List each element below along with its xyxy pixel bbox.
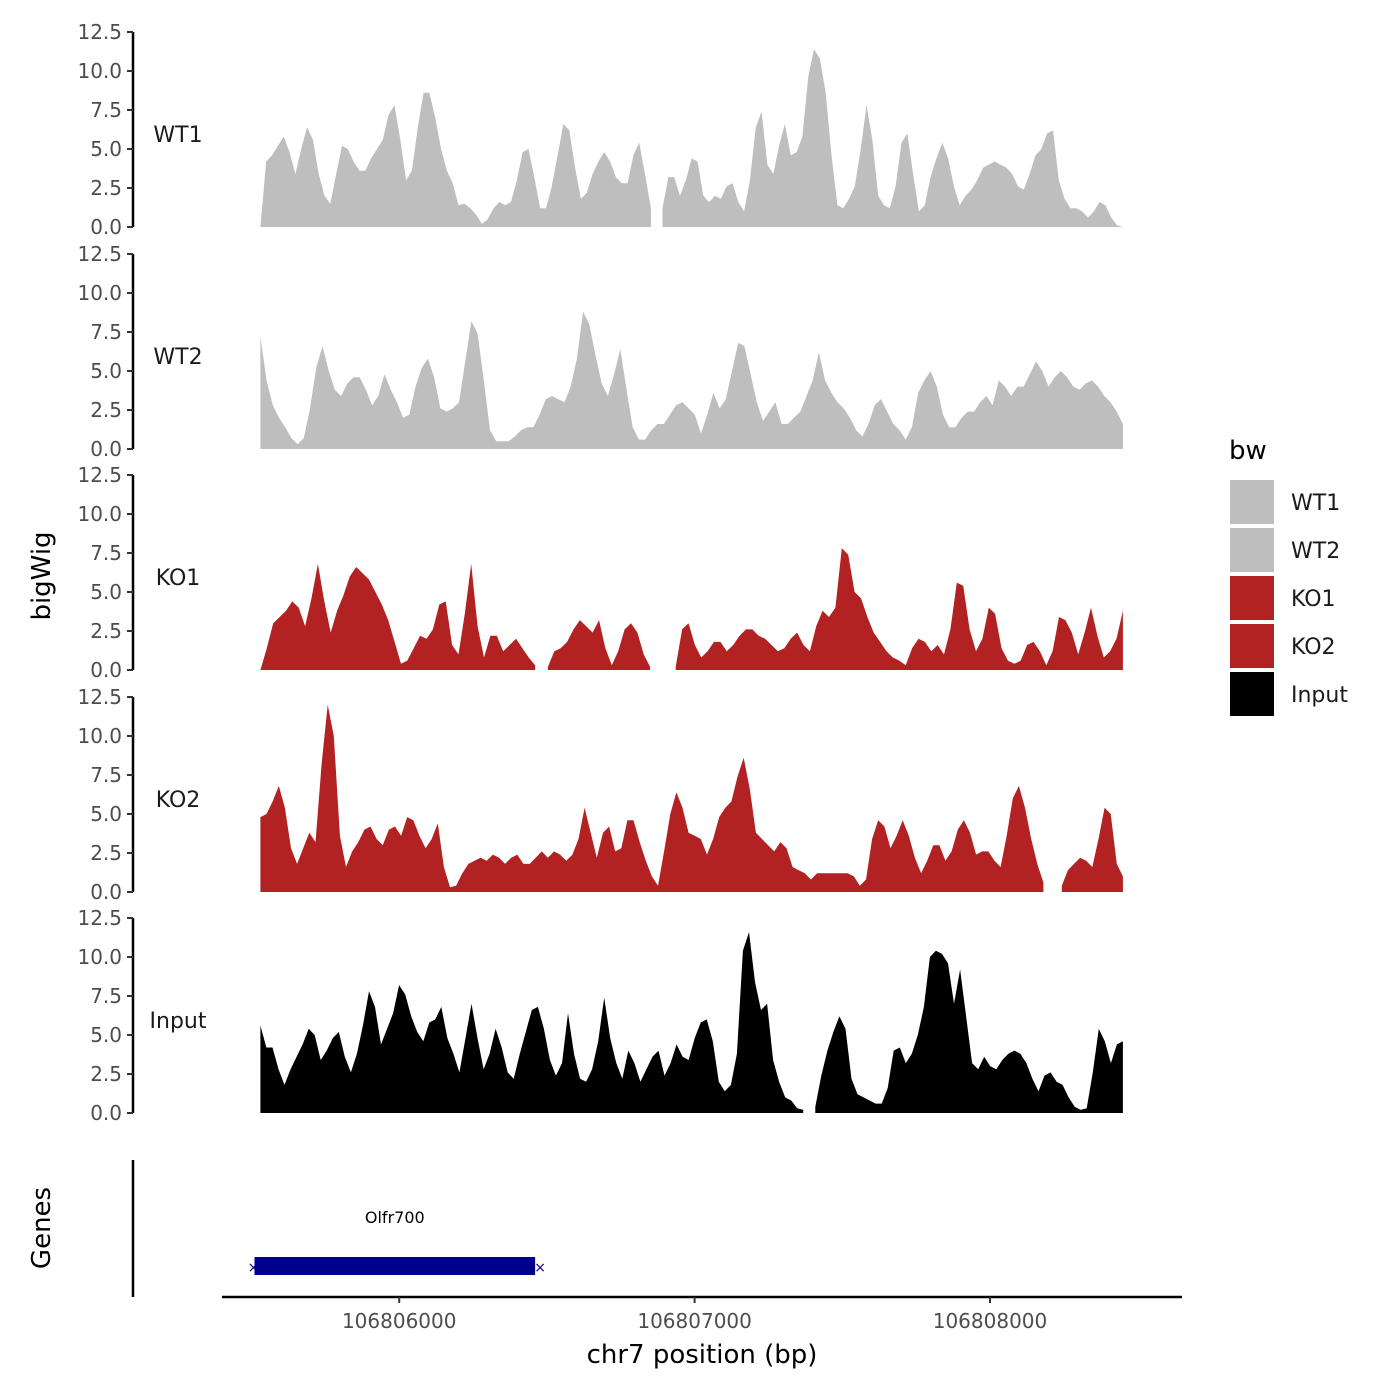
signal-area-ko2 — [260, 704, 1123, 892]
genes-panel: Genes × × Olfr700 — [27, 1160, 546, 1297]
signal-area-wt2 — [260, 311, 1123, 449]
legend-label: WT2 — [1291, 539, 1340, 564]
y-tick-label: 5.0 — [90, 580, 122, 604]
gene-label: Olfr700 — [365, 1208, 425, 1227]
y-tick-label: 5.0 — [90, 137, 122, 161]
track-wt1: 0.0 2.5 5.0 7.5 10.0 12.5 WT1 — [77, 20, 1123, 239]
y-tick-label: 0.0 — [90, 437, 122, 461]
y-tick-label: 7.5 — [90, 320, 122, 344]
y-tick-label: 7.5 — [90, 541, 122, 565]
track-wt2: 0.0 2.5 5.0 7.5 10.0 12.5 WT2 — [77, 242, 1123, 461]
x-axis-title: chr7 position (bp) — [587, 1340, 818, 1370]
y-tick-label: 7.5 — [90, 984, 122, 1008]
y-tick-label: 7.5 — [90, 98, 122, 122]
track-label: KO2 — [156, 788, 201, 813]
gene-strand-marker: × — [248, 1260, 260, 1276]
track-label: KO1 — [156, 566, 201, 591]
legend: bw WT1 WT2 KO1 KO2 Input — [1229, 436, 1348, 716]
legend-key-input — [1230, 672, 1274, 716]
y-tick-label: 12.5 — [77, 685, 122, 709]
legend-key-ko1 — [1230, 576, 1274, 620]
legend-key-wt1 — [1230, 480, 1274, 524]
y-tick-label: 2.5 — [90, 176, 122, 200]
y-axis-title-group: bigWig — [27, 531, 57, 620]
y-tick-label: 10.0 — [77, 281, 122, 305]
y-tick-label: 10.0 — [77, 724, 122, 748]
y-tick-label: 2.5 — [90, 841, 122, 865]
legend-label: KO2 — [1291, 635, 1336, 660]
y-tick-label: 10.0 — [77, 502, 122, 526]
y-tick-label: 0.0 — [90, 215, 122, 239]
y-axis-title: bigWig — [27, 531, 57, 620]
legend-title: bw — [1229, 436, 1267, 466]
track-input: 0.0 2.5 5.0 7.5 10.0 12.5 Input — [77, 906, 1123, 1125]
y-tick-label: 5.0 — [90, 802, 122, 826]
track-ko1: 0.0 2.5 5.0 7.5 10.0 12.5 KO1 — [77, 463, 1123, 682]
y-tick-label: 10.0 — [77, 945, 122, 969]
track-ko2: 0.0 2.5 5.0 7.5 10.0 12.5 KO2 — [77, 685, 1123, 904]
y-tick-label: 12.5 — [77, 242, 122, 266]
y-tick-label: 2.5 — [90, 1062, 122, 1086]
y-tick-label: 0.0 — [90, 880, 122, 904]
track-label: Input — [150, 1009, 207, 1034]
signal-area-ko1 — [260, 548, 1123, 670]
y-tick-label: 0.0 — [90, 1101, 122, 1125]
x-axis: 106806000 106807000 106808000 — [222, 1295, 1182, 1333]
legend-label: WT1 — [1291, 491, 1340, 516]
x-tick-label: 106806000 — [342, 1309, 457, 1333]
legend-key-ko2 — [1230, 624, 1274, 668]
y-tick-label: 2.5 — [90, 619, 122, 643]
y-tick-label: 12.5 — [77, 20, 122, 44]
y-tick-label: 12.5 — [77, 463, 122, 487]
y-tick-label: 5.0 — [90, 359, 122, 383]
genes-title: Genes — [27, 1187, 57, 1269]
x-tick-label: 106807000 — [637, 1309, 752, 1333]
signal-area-wt1 — [260, 49, 1123, 228]
y-tick-label: 5.0 — [90, 1023, 122, 1047]
y-tick-label: 2.5 — [90, 398, 122, 422]
gene-body — [254, 1257, 536, 1275]
legend-label: KO1 — [1291, 587, 1336, 612]
track-label: WT1 — [153, 123, 202, 148]
x-tick-label: 106808000 — [933, 1309, 1048, 1333]
y-tick-label: 10.0 — [77, 59, 122, 83]
y-tick-label: 7.5 — [90, 763, 122, 787]
signal-area-input — [260, 932, 1123, 1113]
legend-key-wt2 — [1230, 528, 1274, 572]
legend-label: Input — [1291, 683, 1348, 708]
signal-tracks: 0.0 2.5 5.0 7.5 10.0 12.5 WT1 0.0 2.5 5.0 7.5 10.0 1… — [77, 20, 1123, 1125]
y-tick-label: 0.0 — [90, 658, 122, 682]
gene-strand-marker: × — [534, 1260, 546, 1276]
track-label: WT2 — [153, 345, 202, 370]
y-tick-label: 12.5 — [77, 906, 122, 930]
